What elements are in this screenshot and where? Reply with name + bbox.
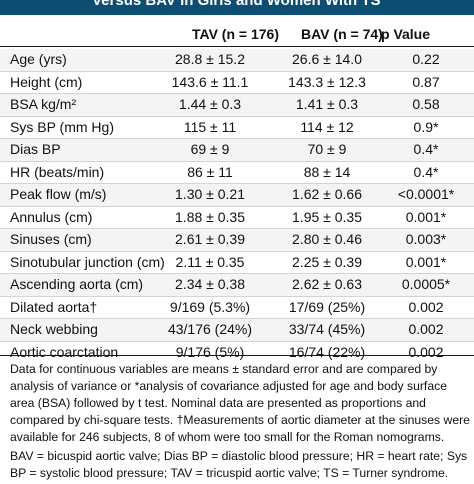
header-p-value: p Value <box>381 26 431 42</box>
table-row: Dias BP 69 ± 9 70 ± 9 0.4* <box>0 139 474 162</box>
cell-bav: 70 ± 9 <box>307 141 347 157</box>
footnote-abbreviations: BAV = bicuspid aortic valve; Dias BP = d… <box>10 449 468 480</box>
cell-p-value: 0.002 <box>408 343 444 360</box>
cell-p-value: 0.002 <box>408 321 444 337</box>
cell-p-value: 0.0005* <box>401 276 451 292</box>
row-label: Peak flow (m/s) <box>10 186 107 202</box>
row-label: Sinuses (cm) <box>10 231 92 247</box>
table-row: BSA kg/m² 1.44 ± 0.3 1.41 ± 0.3 0.58 <box>0 94 474 117</box>
cell-p-value: 0.002 <box>408 298 444 315</box>
table-row: Sys BP (mm Hg) 115 ± 11 114 ± 12 0.9* <box>0 116 474 139</box>
table-title: Versus BAV in Girls and Women With TS <box>92 0 381 9</box>
cell-p-value: 0.58 <box>412 96 440 112</box>
cell-tav: 2.11 ± 0.35 <box>175 253 245 270</box>
cell-p-value: <0.0001* <box>397 186 455 202</box>
cell-p-value: 0.001* <box>405 208 447 225</box>
header-bav: BAV (n = 74) <box>301 26 383 42</box>
table-row: Age (yrs) 28.8 ± 15.2 26.6 ± 14.0 0.22 <box>0 49 474 72</box>
row-label: Height (cm) <box>10 73 83 90</box>
row-label: BSA kg/m² <box>10 96 77 112</box>
footnote-methods: Data for continuous variables are means … <box>10 362 470 444</box>
table-body: Age (yrs) 28.8 ± 15.2 26.6 ± 14.0 0.22 Heigh… <box>0 49 474 363</box>
cell-tav: 86 ± 11 <box>187 163 233 180</box>
table-bottom-rule <box>0 355 474 356</box>
cell-bav: 26.6 ± 14.0 <box>292 51 362 67</box>
cell-tav: 143.6 ± 11.1 <box>171 73 249 90</box>
cell-bav: 1.62 ± 0.66 <box>292 186 362 202</box>
cell-p-value: 0.003* <box>405 231 447 247</box>
cell-tav: 115 ± 11 <box>183 118 237 135</box>
row-label: Sys BP (mm Hg) <box>10 118 114 135</box>
cell-tav: 9/176 (5%) <box>175 343 245 360</box>
table-row: Dilated aorta† 9/169 (5.3%) 17/69 (25%) 0.0… <box>0 296 474 319</box>
cell-bav: 143.3 ± 12.3 <box>288 73 366 90</box>
cell-tav: 1.30 ± 0.21 <box>175 186 245 202</box>
table-title-bar: Versus BAV in Girls and Women With TS <box>0 0 474 15</box>
cell-bav: 33/74 (45%) <box>288 321 366 337</box>
cell-tav: 2.34 ± 0.38 <box>175 276 245 292</box>
cell-bav: 114 ± 12 <box>300 118 354 135</box>
header-tav: TAV (n = 176) <box>192 26 280 42</box>
table-row: Sinotubular junction (cm) 2.11 ± 0.35 2.25… <box>0 251 474 274</box>
cell-bav: 2.25 ± 0.39 <box>292 253 362 270</box>
cell-tav: 28.8 ± 15.2 <box>175 51 245 67</box>
table-row: Neck webbing 43/176 (24%) 33/74 (45%) 0.002 <box>0 319 474 342</box>
table-row: Ascending aorta (cm) 2.34 ± 0.38 2.62 ± 0.… <box>0 274 474 297</box>
cell-p-value: 0.9* <box>413 118 439 135</box>
table-row: Sinuses (cm) 2.61 ± 0.39 2.80 ± 0.46 0.003* <box>0 229 474 252</box>
cell-p-value: 0.4* <box>413 141 439 157</box>
row-label: Annulus (cm) <box>10 208 93 225</box>
cell-tav: 43/176 (24%) <box>167 321 253 337</box>
cell-bav: 2.80 ± 0.46 <box>292 231 362 247</box>
cell-bav: 2.62 ± 0.63 <box>292 276 362 292</box>
cell-tav: 9/169 (5.3%) <box>169 298 251 315</box>
table-row: Peak flow (m/s) 1.30 ± 0.21 1.62 ± 0.66 <0.… <box>0 184 474 207</box>
table-row: Aortic coarctation 9/176 (5%) 16/74 (22%) 0… <box>0 341 474 363</box>
row-label: Dilated aorta† <box>10 298 98 315</box>
cell-bav: 88 ± 14 <box>303 163 351 180</box>
cell-bav: 1.41 ± 0.3 <box>295 96 359 112</box>
table-row: HR (beats/min) 86 ± 11 88 ± 14 0.4* <box>0 161 474 184</box>
cell-p-value: 0.001* <box>405 253 447 270</box>
row-label: Sinotubular junction (cm) <box>10 253 165 270</box>
row-label: Neck webbing <box>10 321 98 337</box>
table-header-row: TAV (n = 176) BAV (n = 74) p Value <box>0 26 474 46</box>
row-label: HR (beats/min) <box>10 163 105 180</box>
cell-p-value: 0.4* <box>413 163 439 180</box>
cell-bav: 16/74 (22%) <box>288 343 366 360</box>
table-row: Annulus (cm) 1.88 ± 0.35 1.95 ± 0.35 0.001* <box>0 206 474 229</box>
row-label: Dias BP <box>10 141 61 157</box>
row-label: Age (yrs) <box>10 51 67 67</box>
cell-bav: 1.95 ± 0.35 <box>292 208 362 225</box>
footnotes: Data for continuous variables are means … <box>10 361 470 484</box>
cell-p-value: 0.87 <box>412 73 440 90</box>
row-label: Aortic coarctation <box>10 343 119 360</box>
cell-tav: 69 ± 9 <box>190 141 230 157</box>
cell-p-value: 0.22 <box>412 51 440 67</box>
row-label: Ascending aorta (cm) <box>10 276 144 292</box>
cell-bav: 17/69 (25%) <box>288 298 366 315</box>
table-row: Height (cm) 143.6 ± 11.1 143.3 ± 12.3 0.87 <box>0 71 474 94</box>
cell-tav: 1.44 ± 0.3 <box>178 96 242 112</box>
cell-tav: 1.88 ± 0.35 <box>175 208 245 225</box>
header-rule <box>0 46 474 47</box>
cell-tav: 2.61 ± 0.39 <box>175 231 245 247</box>
